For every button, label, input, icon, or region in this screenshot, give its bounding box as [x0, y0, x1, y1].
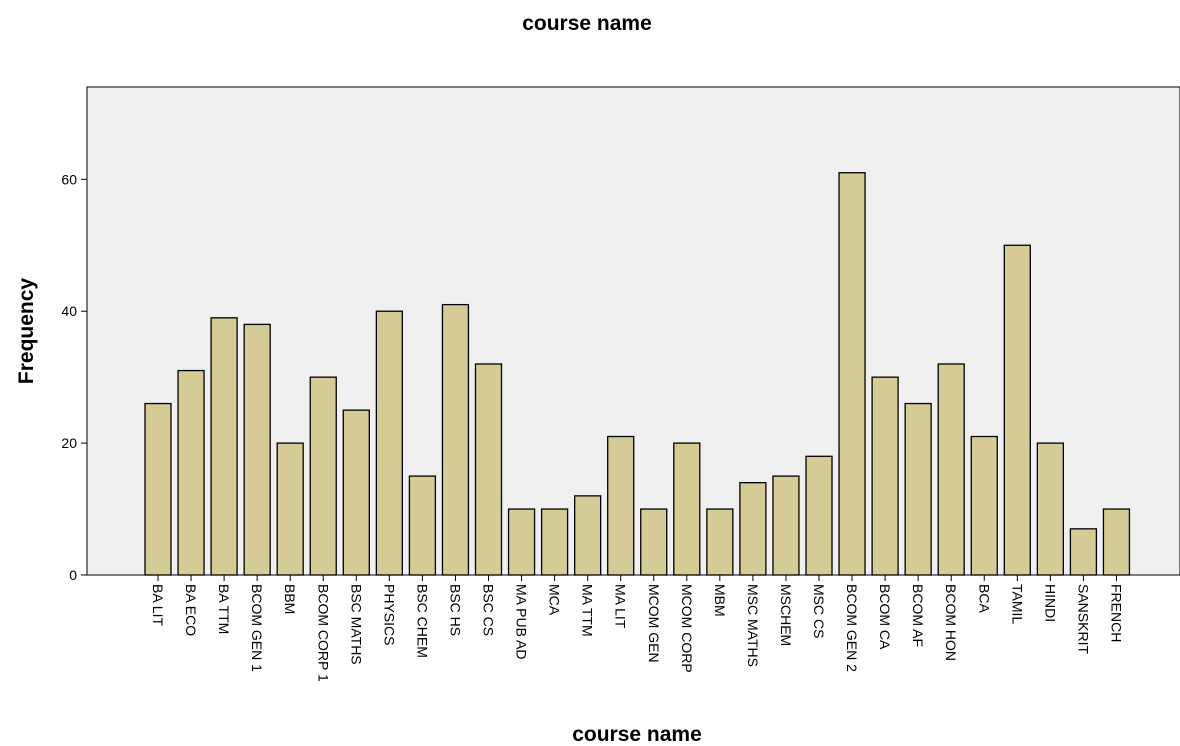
x-tick-label: HINDI — [1042, 584, 1058, 622]
y-tick-label: 0 — [69, 567, 77, 583]
x-axis: BA LIT BA ECO BA TTM BCOM GEN 1 BBM BCOM CORP… — [150, 575, 1124, 682]
x-tick-label: MA TTM — [580, 584, 596, 637]
bar — [144, 402, 172, 576]
x-tick-label: MA PUB AD — [514, 584, 530, 659]
bar — [309, 376, 337, 576]
bar — [706, 508, 734, 576]
x-tick-label: SANSKRIT — [1075, 584, 1091, 654]
x-tick-label: BCOM HON — [943, 584, 959, 661]
bar — [937, 363, 965, 576]
bar — [871, 376, 899, 576]
x-tick-label: BCOM GEN 1 — [249, 584, 265, 672]
x-tick-label: MA LIT — [613, 584, 629, 629]
bar — [507, 508, 536, 576]
bar — [441, 303, 470, 576]
bar — [739, 482, 767, 576]
y-tick-label: 60 — [61, 171, 77, 187]
y-tick-label: 40 — [61, 303, 77, 319]
x-axis-title: course name — [572, 723, 702, 746]
x-tick-label: BSC CS — [481, 584, 497, 636]
bar — [408, 475, 437, 576]
x-tick-label: BCA — [976, 584, 992, 613]
bar — [243, 323, 271, 576]
y-axis-title: Frequency — [15, 278, 38, 385]
bar — [177, 369, 205, 576]
x-tick-label: MSC CS — [811, 584, 827, 638]
x-tick-label: BSC HS — [447, 584, 463, 636]
x-tick-label: BCOM GEN 2 — [844, 584, 860, 672]
x-tick-label: BBM — [282, 584, 298, 614]
bar — [904, 402, 932, 576]
bar — [474, 363, 503, 576]
bar — [838, 172, 866, 576]
x-tick-label: MCOM CORP — [679, 584, 695, 673]
x-tick-label: BSC MATHS — [348, 584, 364, 665]
bar — [540, 508, 569, 576]
x-tick-label: BCOM CA — [877, 584, 893, 650]
bar — [574, 495, 602, 576]
bar — [607, 435, 635, 576]
x-tick-label: MSC MATHS — [745, 584, 761, 667]
bar — [970, 435, 998, 576]
bar — [673, 442, 701, 576]
x-tick-label: MSCHEM — [778, 584, 794, 646]
bar — [640, 508, 668, 576]
x-tick-label: BSC CHEM — [414, 584, 430, 658]
x-tick-label: FRENCH — [1108, 584, 1124, 642]
bar — [342, 409, 370, 576]
x-tick-label: BA TTM — [216, 584, 232, 634]
x-tick-label: MBM — [712, 584, 728, 617]
y-axis: 0 20 40 60 — [61, 171, 87, 583]
bar — [375, 310, 404, 576]
bar — [210, 317, 238, 576]
x-tick-label: TAMIL — [1009, 584, 1025, 624]
bar — [772, 475, 800, 576]
bar — [1036, 442, 1064, 576]
x-tick-label: BA LIT — [150, 584, 166, 626]
bar — [276, 442, 304, 576]
x-tick-label: BCOM CORP 1 — [315, 584, 331, 682]
x-tick-label: MCA — [547, 584, 563, 616]
bar — [1102, 508, 1131, 576]
x-tick-label: BA ECO — [183, 584, 199, 636]
y-tick-label: 20 — [61, 435, 77, 451]
bar — [1069, 528, 1098, 576]
bar — [805, 455, 833, 576]
x-tick-label: PHYSICS — [381, 584, 397, 645]
bar — [1003, 244, 1031, 576]
x-tick-label: MCOM GEN — [646, 584, 662, 663]
chart-title: course name — [522, 12, 652, 35]
x-tick-label: BCOM AF — [910, 584, 926, 647]
